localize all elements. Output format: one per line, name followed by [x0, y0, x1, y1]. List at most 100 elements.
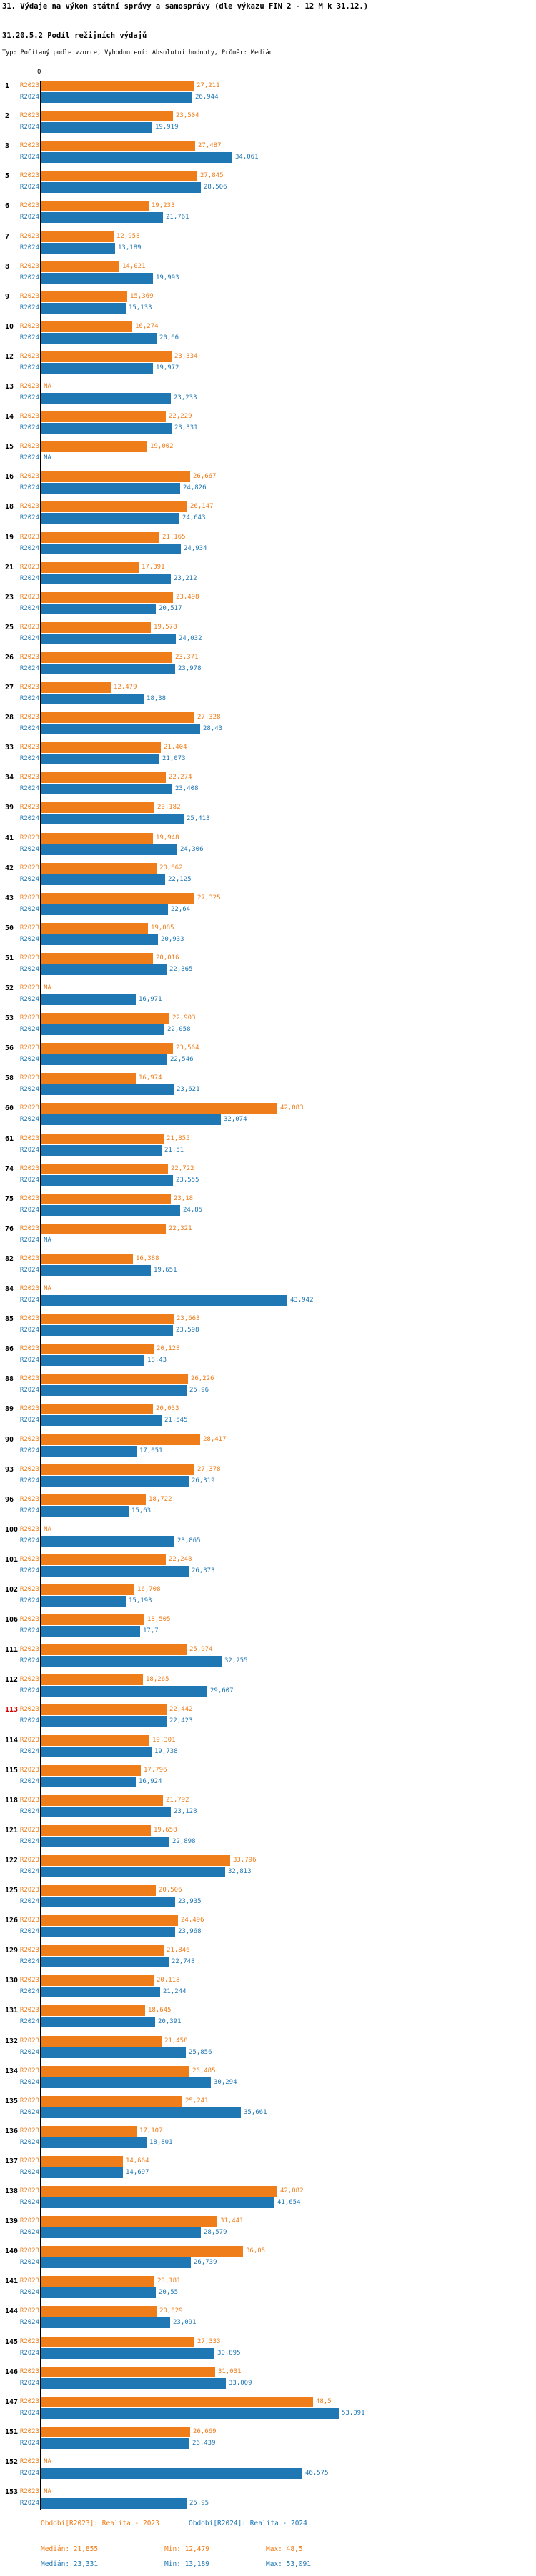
bar-r2023 — [41, 2155, 123, 2167]
series-label-r2023: R2023 — [19, 864, 39, 872]
na-label-r2023: NA — [44, 383, 51, 390]
series-label-r2023: R2023 — [19, 2488, 39, 2495]
bar-r2024 — [41, 423, 172, 434]
series-label-r2023: R2023 — [19, 804, 39, 812]
row-number: 147 — [5, 2397, 19, 2406]
bar-r2024 — [41, 1927, 175, 1938]
series-label-r2024: R2024 — [19, 154, 39, 161]
value-label-r2024: 25,96 — [189, 1387, 209, 1394]
row-number: 28 — [5, 714, 14, 722]
bar-r2024 — [41, 1505, 129, 1517]
na-label-r2024: NA — [44, 454, 51, 462]
bar-r2023 — [41, 952, 153, 964]
series-label-r2024: R2024 — [19, 364, 39, 371]
series-label-r2023: R2023 — [19, 1706, 39, 1714]
row-number: 58 — [5, 1074, 14, 1083]
series-label-r2024: R2024 — [19, 454, 39, 462]
value-label-r2023: 18,505 — [147, 1616, 171, 1624]
value-label-r2023: 16,708 — [137, 1586, 161, 1593]
series-label-r2024: R2024 — [19, 785, 39, 793]
row-number: 39 — [5, 804, 14, 812]
row-number: 84 — [5, 1285, 14, 1293]
bar-r2023 — [41, 1794, 163, 1806]
series-label-r2023: R2023 — [19, 1435, 39, 1443]
value-label-r2023: 26,147 — [190, 503, 214, 511]
value-label-r2024: 16,971 — [139, 996, 162, 1003]
series-label-r2023: R2023 — [19, 352, 39, 360]
bar-r2024 — [41, 393, 171, 404]
value-label-r2023: 22,903 — [172, 1014, 196, 1022]
value-label-r2023: 23,498 — [176, 593, 199, 601]
value-label-r2024: 23,091 — [173, 2319, 197, 2327]
row-number: 122 — [5, 1856, 19, 1864]
series-label-r2024: R2024 — [19, 1056, 39, 1064]
bar-r2023 — [41, 501, 187, 513]
value-label-r2023: 26,669 — [193, 2427, 217, 2435]
row-number: 14 — [5, 413, 14, 421]
bar-r2024 — [41, 2137, 147, 2148]
value-label-r2023: 27,328 — [197, 714, 221, 722]
value-label-r2024: 19,919 — [155, 124, 179, 131]
bar-r2024 — [41, 1325, 173, 1337]
series-label-r2023: R2023 — [19, 2307, 39, 2315]
value-label-r2023: 36,05 — [246, 2247, 266, 2255]
value-label-r2023: 21,404 — [164, 744, 187, 752]
value-label-r2024: 32,074 — [224, 1116, 247, 1124]
series-label-r2023: R2023 — [19, 1405, 39, 1413]
bar-r2024 — [41, 994, 136, 1005]
bar-r2024 — [41, 1114, 221, 1126]
row-number: 15 — [5, 443, 14, 451]
value-label-r2023: 18,645 — [148, 2007, 172, 2015]
value-label-r2023: 12,479 — [114, 684, 137, 691]
bar-r2024 — [41, 2167, 123, 2178]
row-number: 41 — [5, 834, 14, 842]
bar-r2024 — [41, 784, 172, 795]
series-label-r2024: R2024 — [19, 1417, 39, 1424]
value-label-r2024: 20,391 — [158, 2018, 182, 2026]
value-label-r2024: 20,517 — [159, 604, 182, 612]
value-label-r2024: 32,813 — [228, 1867, 252, 1875]
bar-r2024 — [41, 663, 175, 674]
series-label-r2024: R2024 — [19, 1627, 39, 1635]
series-label-r2024: R2024 — [19, 2319, 39, 2327]
bar-r2023 — [41, 2246, 243, 2257]
bar-r2024 — [41, 302, 126, 314]
value-label-r2023: 16,274 — [135, 322, 159, 330]
y-axis-line — [40, 81, 41, 2510]
bar-r2023 — [41, 2035, 162, 2047]
value-label-r2024: 23,233 — [174, 394, 197, 401]
row-number: 13 — [5, 383, 14, 391]
bar-r2023 — [41, 2396, 313, 2407]
bar-r2024 — [41, 1535, 174, 1547]
series-label-r2023: R2023 — [19, 2157, 39, 2165]
series-label-r2024: R2024 — [19, 815, 39, 823]
series-label-r2023: R2023 — [19, 2397, 39, 2405]
bar-r2024 — [41, 633, 176, 644]
bar-r2023 — [41, 201, 149, 212]
bar-r2023 — [41, 1344, 154, 1355]
value-label-r2023: 19,948 — [156, 834, 179, 842]
row-number: 88 — [5, 1375, 14, 1384]
series-label-r2024: R2024 — [19, 965, 39, 973]
series-label-r2023: R2023 — [19, 954, 39, 962]
series-label-r2024: R2024 — [19, 1086, 39, 1094]
bar-r2023 — [41, 1614, 144, 1626]
series-label-r2023: R2023 — [19, 714, 39, 722]
bar-r2023 — [41, 1073, 136, 1084]
value-label-r2023: 23,334 — [174, 352, 198, 360]
value-label-r2024: 25,95 — [189, 2500, 209, 2507]
series-label-r2024: R2024 — [19, 544, 39, 552]
legend-period-r2024: Období[R2024]: Realita - 2024 — [189, 2520, 307, 2527]
bar-r2024 — [41, 1054, 167, 1066]
chart-meta: Typ: Počítaný podle vzorce, Vyhodnocení:… — [2, 49, 273, 56]
value-label-r2023: 20,181 — [157, 2277, 181, 2285]
value-label-r2023: 25,974 — [189, 1646, 213, 1654]
value-label-r2024: 17,051 — [139, 1447, 163, 1454]
row-number: 51 — [5, 954, 14, 962]
value-label-r2023: 17,107 — [139, 2127, 163, 2135]
bar-r2023 — [41, 1734, 149, 1746]
value-label-r2023: 18,722 — [149, 1495, 172, 1503]
bar-r2024 — [41, 1355, 144, 1367]
bar-r2023 — [41, 2306, 157, 2317]
